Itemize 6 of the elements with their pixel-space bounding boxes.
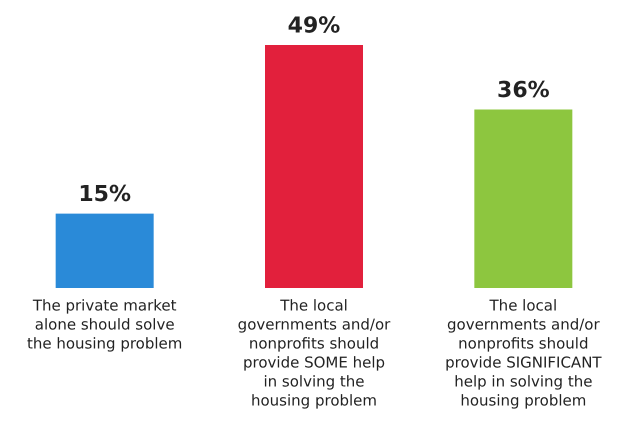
data-label: 49% bbox=[288, 14, 340, 38]
x-tick-label: The private market alone should solve the housing problem bbox=[26, 296, 182, 352]
x-tick-label: The local governments and/or nonprofits should provide SOME help in solving the housing problem bbox=[238, 296, 392, 410]
data-label: 15% bbox=[78, 182, 132, 208]
x-tick-label: The local governments and/or nonprofits should provide SIGNIFICANT help in solving the housing problem bbox=[445, 296, 602, 410]
data-label: 36% bbox=[496, 78, 550, 103]
